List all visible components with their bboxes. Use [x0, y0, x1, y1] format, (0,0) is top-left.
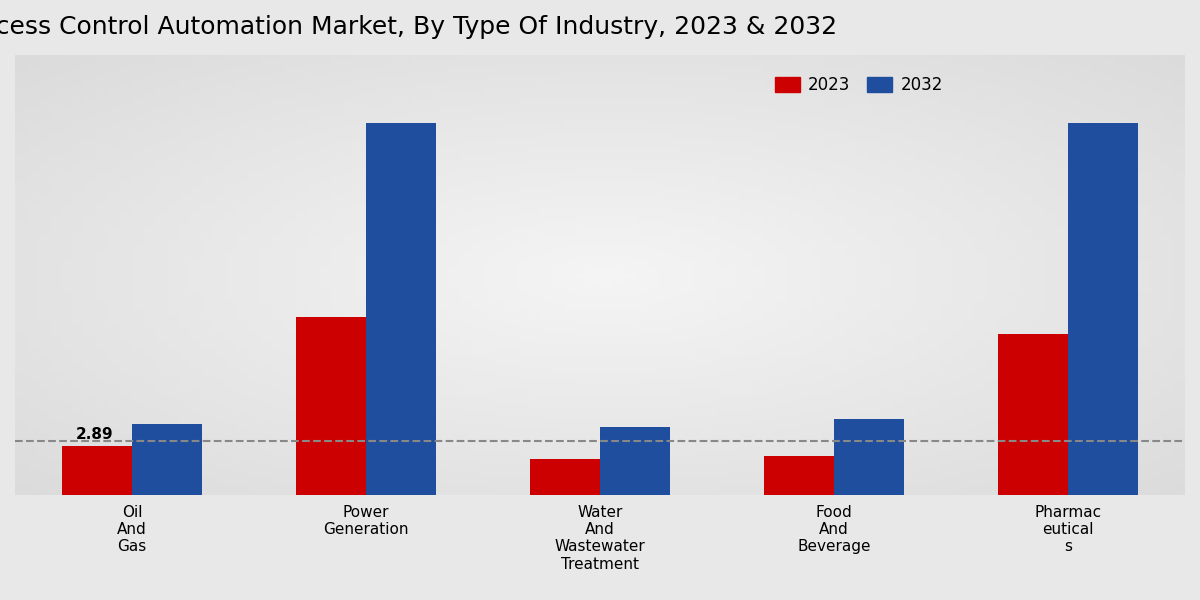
Bar [834, 419, 905, 495]
Bar [366, 122, 437, 495]
Legend: 2023, 2032: 2023, 2032 [774, 76, 943, 94]
Bar [295, 317, 366, 495]
Bar [62, 446, 132, 495]
Bar [1068, 122, 1139, 495]
Bar [132, 424, 202, 495]
Text: Process Control Automation Market, By Type Of Industry, 2023 & 2032: Process Control Automation Market, By Ty… [0, 15, 838, 39]
Bar [764, 456, 834, 495]
Bar [998, 334, 1068, 495]
Bar [600, 427, 670, 495]
Text: 2.89: 2.89 [76, 427, 113, 442]
Bar [530, 460, 600, 495]
